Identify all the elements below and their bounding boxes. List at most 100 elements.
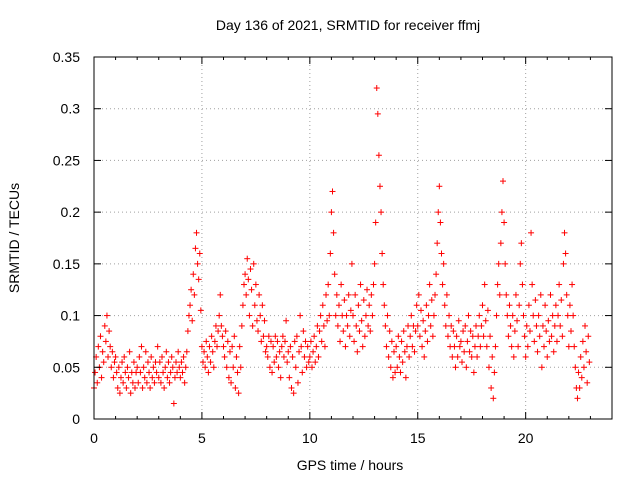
data-point [387, 364, 394, 371]
data-point [158, 353, 165, 360]
data-point [530, 312, 537, 319]
data-point [100, 359, 107, 366]
data-point [508, 343, 515, 350]
data-point [123, 384, 130, 391]
data-point [296, 348, 303, 355]
data-point [354, 348, 361, 355]
data-point [116, 390, 123, 397]
data-point [473, 322, 480, 329]
data-point [562, 250, 569, 257]
data-point [245, 276, 252, 283]
data-point [545, 317, 552, 324]
data-point [217, 291, 224, 298]
data-point [305, 359, 312, 366]
data-point [470, 369, 477, 376]
data-point [300, 328, 307, 335]
data-point [448, 322, 455, 329]
data-point [316, 328, 323, 335]
data-point [341, 297, 348, 304]
data-point [313, 343, 320, 350]
data-point [174, 369, 181, 376]
data-point [493, 312, 500, 319]
data-point [450, 328, 457, 335]
data-point [526, 328, 533, 335]
data-point [192, 245, 199, 252]
data-point [137, 369, 144, 376]
data-point [580, 364, 587, 371]
data-point [518, 240, 525, 247]
data-point [503, 291, 510, 298]
x-tick-label: 10 [302, 430, 318, 446]
data-point [141, 374, 148, 381]
data-point [235, 390, 242, 397]
data-point [352, 291, 359, 298]
data-point [260, 333, 267, 340]
data-point [483, 343, 490, 350]
data-point [403, 343, 410, 350]
data-point [576, 384, 583, 391]
data-point [481, 281, 488, 288]
data-point [270, 343, 277, 350]
data-point [182, 364, 189, 371]
data-point [537, 291, 544, 298]
data-point [239, 302, 246, 309]
data-point [542, 302, 549, 309]
data-point [402, 374, 409, 381]
data-point [555, 312, 562, 319]
data-point [364, 286, 371, 293]
data-point [497, 240, 504, 247]
data-point [361, 333, 368, 340]
data-point [157, 379, 164, 386]
data-point [443, 291, 450, 298]
data-point [191, 291, 198, 298]
data-point [257, 312, 264, 319]
data-point [438, 250, 445, 257]
data-point [282, 338, 289, 345]
data-point [427, 322, 434, 329]
data-point [224, 338, 231, 345]
data-point [408, 312, 415, 319]
data-point [558, 297, 565, 304]
data-point [140, 364, 147, 371]
data-point [446, 312, 453, 319]
data-point [156, 359, 163, 366]
data-point [432, 291, 439, 298]
data-point [109, 348, 116, 355]
data-point [394, 364, 401, 371]
data-point [293, 333, 300, 340]
data-point [197, 307, 204, 314]
data-point [164, 374, 171, 381]
data-point [99, 348, 106, 355]
data-point [246, 312, 253, 319]
data-point [269, 369, 276, 376]
data-point [479, 302, 486, 309]
data-point [577, 353, 584, 360]
data-point [365, 322, 372, 329]
data-point [532, 297, 539, 304]
data-point [462, 322, 469, 329]
data-point [421, 353, 428, 360]
data-point [345, 291, 352, 298]
data-point [150, 364, 157, 371]
data-point [207, 359, 214, 366]
data-point [330, 229, 337, 236]
data-point [384, 312, 391, 319]
data-point [468, 353, 475, 360]
data-point [151, 379, 158, 386]
data-point [142, 348, 149, 355]
data-point [286, 374, 293, 381]
data-point [550, 348, 557, 355]
data-point [528, 229, 535, 236]
data-point [244, 255, 251, 262]
data-point [372, 219, 379, 226]
data-point [238, 322, 245, 329]
data-point [366, 302, 373, 309]
data-point [304, 343, 311, 350]
data-point [243, 291, 250, 298]
data-point [464, 338, 471, 345]
data-point [311, 333, 318, 340]
data-point [346, 333, 353, 340]
data-point [466, 348, 473, 355]
data-point [442, 322, 449, 329]
data-point [155, 374, 162, 381]
